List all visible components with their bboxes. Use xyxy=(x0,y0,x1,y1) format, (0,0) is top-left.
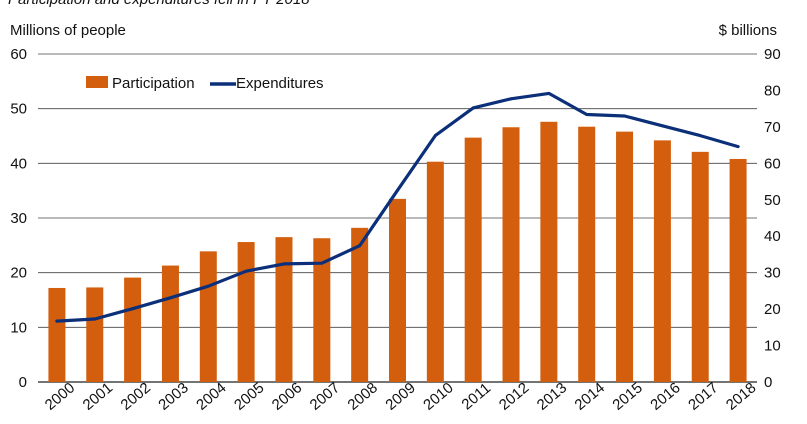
participation-bars xyxy=(48,121,747,383)
left-axis-ticks: 0 10 20 30 40 50 60 xyxy=(10,46,27,391)
expenditures-line-group xyxy=(55,91,740,323)
participation-bar xyxy=(464,137,482,382)
x-tick-label: 2018 xyxy=(723,379,759,413)
right-tick-label: 20 xyxy=(764,301,781,318)
participation-bar xyxy=(578,126,596,382)
x-tick-label: 2000 xyxy=(42,379,78,413)
expenditures-point xyxy=(396,188,399,192)
left-tick-label: 30 xyxy=(10,210,27,227)
chart-subtitle: Participation and expenditures fell in F… xyxy=(8,0,310,8)
right-tick-label: 60 xyxy=(764,155,781,172)
x-axis-ticks: 2000 2001 2002 2003 2004 2005 2006 2007 2008 2009… xyxy=(42,379,760,413)
legend-participation-swatch xyxy=(86,76,108,88)
grid-lines xyxy=(38,53,757,383)
right-tick-label: 40 xyxy=(764,228,781,245)
x-tick-label: 2001 xyxy=(80,379,116,413)
x-tick-label: 2002 xyxy=(117,379,153,413)
legend-expenditures-label: Expenditures xyxy=(236,75,324,92)
participation-bar xyxy=(426,161,444,382)
x-tick-label: 2014 xyxy=(572,379,608,413)
expenditures-point xyxy=(320,261,324,265)
right-axis-title: $ billions xyxy=(719,22,777,39)
legend: Participation Expenditures xyxy=(86,75,324,92)
expenditures-point xyxy=(244,269,248,273)
participation-bar xyxy=(48,287,66,382)
right-tick-label: 10 xyxy=(764,338,781,355)
expenditures-point xyxy=(471,106,475,110)
x-tick-label: 2011 xyxy=(458,380,494,414)
participation-bar xyxy=(653,140,671,382)
right-tick-label: 50 xyxy=(764,192,781,209)
participation-bar xyxy=(729,158,747,382)
left-tick-label: 20 xyxy=(10,265,27,282)
expenditures-point xyxy=(660,124,664,128)
expenditures-point xyxy=(169,296,172,300)
participation-bar xyxy=(275,237,293,382)
x-tick-label: 2008 xyxy=(345,379,381,413)
expenditures-point xyxy=(282,262,286,266)
x-tick-label: 2015 xyxy=(609,379,645,413)
right-tick-label: 70 xyxy=(764,119,781,136)
participation-bar xyxy=(199,251,217,382)
expenditures-point xyxy=(206,284,210,288)
x-tick-label: 2009 xyxy=(382,379,418,413)
left-axis-title: Millions of people xyxy=(10,22,126,39)
left-tick-label: 0 xyxy=(19,374,27,391)
participation-bar xyxy=(124,277,142,382)
x-tick-label: 2016 xyxy=(647,379,683,413)
left-tick-label: 40 xyxy=(10,155,27,172)
left-tick-label: 60 xyxy=(10,46,27,63)
participation-bar xyxy=(691,151,709,382)
x-tick-label: 2004 xyxy=(193,379,229,413)
participation-bar xyxy=(389,198,406,382)
left-tick-label: 10 xyxy=(10,319,27,336)
legend-participation-label: Participation xyxy=(112,75,195,92)
participation-bar xyxy=(540,121,558,382)
expenditures-point xyxy=(698,134,702,138)
right-tick-label: 0 xyxy=(764,374,772,391)
participation-bar xyxy=(313,238,331,382)
expenditures-point xyxy=(131,307,135,311)
x-tick-label: 2005 xyxy=(231,379,267,413)
right-tick-label: 80 xyxy=(764,82,781,99)
x-tick-label: 2012 xyxy=(496,379,532,413)
participation-bar xyxy=(616,131,634,382)
right-tick-label: 30 xyxy=(764,265,781,282)
x-tick-label: 2007 xyxy=(307,379,343,413)
x-tick-label: 2017 xyxy=(685,379,721,413)
expenditures-point xyxy=(547,91,551,95)
x-tick-label: 2003 xyxy=(155,379,191,413)
expenditures-point xyxy=(623,114,626,118)
participation-bar xyxy=(351,227,369,382)
x-tick-label: 2006 xyxy=(269,379,305,413)
x-tick-label: 2013 xyxy=(534,379,570,413)
expenditures-point xyxy=(736,145,740,148)
left-tick-label: 50 xyxy=(10,101,27,118)
right-tick-label: 90 xyxy=(764,46,781,63)
expenditures-point xyxy=(55,319,59,323)
expenditures-point xyxy=(93,317,97,321)
participation-bar xyxy=(502,127,520,383)
participation-bar xyxy=(161,265,179,382)
expenditures-point xyxy=(358,244,362,248)
expenditures-point xyxy=(433,134,437,138)
participation-bar xyxy=(237,242,255,382)
expenditures-point xyxy=(585,113,589,116)
right-axis-ticks: 0 10 20 30 40 50 60 70 80 90 xyxy=(764,46,781,391)
participation-bar xyxy=(86,287,104,382)
expenditures-point xyxy=(509,97,513,101)
x-tick-label: 2010 xyxy=(420,379,456,413)
